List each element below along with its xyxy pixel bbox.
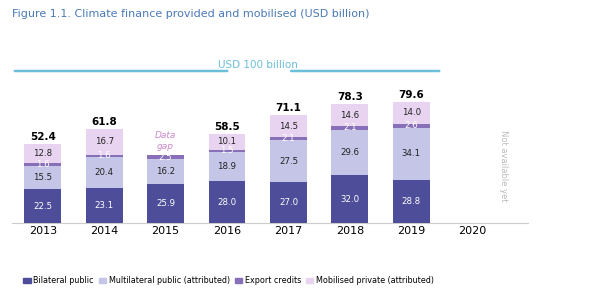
Text: USD 100 billion: USD 100 billion — [218, 60, 298, 70]
Text: 28.0: 28.0 — [217, 198, 236, 207]
Bar — [86, 188, 122, 223]
Text: 2.1: 2.1 — [343, 123, 356, 132]
Bar — [393, 180, 430, 223]
Bar — [331, 126, 368, 130]
Bar — [270, 182, 307, 223]
Bar — [24, 166, 61, 189]
Text: 15.5: 15.5 — [33, 173, 52, 182]
Bar — [393, 123, 430, 128]
Text: 1.6: 1.6 — [97, 151, 111, 161]
Text: 10.1: 10.1 — [217, 138, 236, 146]
Bar — [393, 128, 430, 180]
Bar — [270, 137, 307, 140]
Text: 27.5: 27.5 — [279, 157, 298, 166]
Text: 14.6: 14.6 — [340, 111, 359, 120]
Bar — [331, 175, 368, 223]
Text: 16.7: 16.7 — [95, 138, 114, 146]
Text: 1.5: 1.5 — [220, 146, 234, 155]
Text: 61.8: 61.8 — [91, 117, 117, 127]
Bar — [86, 129, 122, 155]
Text: 32.0: 32.0 — [340, 195, 359, 203]
Bar — [86, 157, 122, 188]
Bar — [270, 115, 307, 137]
Text: 29.6: 29.6 — [340, 148, 359, 157]
Text: Not available yet: Not available yet — [499, 130, 508, 201]
Bar — [147, 159, 184, 184]
Text: Data
gap: Data gap — [155, 131, 176, 151]
Text: 78.3: 78.3 — [337, 92, 363, 102]
Bar — [147, 184, 184, 223]
Bar — [209, 134, 245, 150]
Legend: Bilateral public, Multilateral public (attributed), Export credits, Mobilised pr: Bilateral public, Multilateral public (a… — [20, 273, 437, 289]
Bar — [24, 163, 61, 166]
Text: 34.1: 34.1 — [402, 149, 421, 158]
Text: 25.9: 25.9 — [156, 199, 175, 208]
Text: 27.0: 27.0 — [279, 198, 298, 207]
Text: 1.6: 1.6 — [36, 160, 50, 169]
Bar — [86, 155, 122, 157]
Bar — [24, 189, 61, 223]
Text: 71.1: 71.1 — [275, 103, 301, 113]
Text: 18.9: 18.9 — [218, 162, 236, 171]
Bar — [331, 130, 368, 175]
Bar — [270, 140, 307, 182]
Text: 2.6: 2.6 — [404, 121, 418, 130]
Text: 23.1: 23.1 — [95, 201, 114, 210]
Text: 2.5: 2.5 — [159, 153, 172, 162]
Text: 14.5: 14.5 — [279, 122, 298, 131]
Text: 52.4: 52.4 — [30, 132, 56, 142]
Bar — [24, 143, 61, 163]
Text: 22.5: 22.5 — [33, 202, 52, 211]
Bar — [209, 181, 245, 223]
Bar — [209, 152, 245, 181]
Text: 16.2: 16.2 — [156, 167, 175, 176]
Text: 20.4: 20.4 — [95, 168, 114, 177]
Text: 28.8: 28.8 — [402, 197, 421, 206]
Text: 79.6: 79.6 — [398, 91, 424, 101]
Text: 58.5: 58.5 — [214, 122, 240, 132]
Text: 2.1: 2.1 — [281, 134, 295, 143]
Bar — [209, 150, 245, 152]
Text: 12.8: 12.8 — [33, 149, 52, 158]
Text: Figure 1.1. Climate finance provided and mobilised (USD billion): Figure 1.1. Climate finance provided and… — [12, 9, 370, 19]
Bar — [393, 102, 430, 123]
Bar — [331, 104, 368, 126]
Text: 14.0: 14.0 — [402, 108, 421, 117]
Bar — [147, 156, 184, 159]
